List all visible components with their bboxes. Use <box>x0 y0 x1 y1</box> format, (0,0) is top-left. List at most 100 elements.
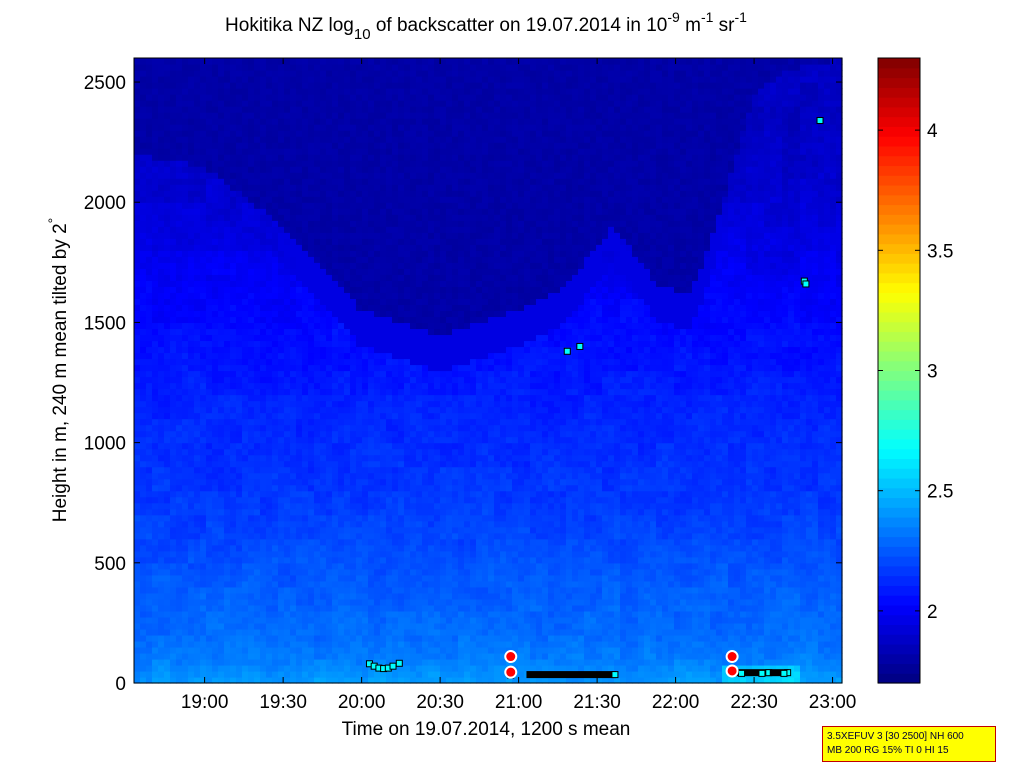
heatmap-cell <box>140 292 147 299</box>
heatmap-cell <box>146 490 153 498</box>
heatmap-cell <box>230 622 237 630</box>
heatmap-cell <box>338 292 345 299</box>
heatmap-cell <box>140 550 147 558</box>
heatmap-cell <box>260 388 267 396</box>
heatmap-cell <box>290 250 297 257</box>
heatmap-cell <box>248 280 255 287</box>
heatmap-cell <box>362 226 369 233</box>
heatmap-cell <box>296 202 303 209</box>
heatmap-cell <box>416 76 423 83</box>
heatmap-cell <box>254 292 261 299</box>
heatmap-cell <box>374 622 381 630</box>
heatmap-cell <box>320 430 327 438</box>
heatmap-cell <box>326 436 333 444</box>
heatmap-cell <box>368 340 375 348</box>
heatmap-cell <box>314 508 321 516</box>
heatmap-cell <box>332 580 339 588</box>
heatmap-cell <box>146 322 153 330</box>
heatmap-cell <box>194 232 201 239</box>
heatmap-cell <box>272 520 279 528</box>
heatmap-cell <box>164 406 171 414</box>
heatmap-cell <box>356 472 363 480</box>
heatmap-cell <box>416 250 423 257</box>
heatmap-cell <box>170 112 177 119</box>
heatmap-cell <box>236 646 243 654</box>
heatmap-cell <box>380 568 387 576</box>
heatmap-cell <box>308 208 315 215</box>
heatmap-cell <box>260 514 267 522</box>
heatmap-cell <box>164 166 171 173</box>
heatmap-cell <box>194 214 201 221</box>
heatmap-cell <box>224 676 231 684</box>
heatmap-cell <box>164 586 171 594</box>
heatmap-cell <box>176 172 183 179</box>
heatmap-cell <box>230 598 237 606</box>
heatmap-cell <box>320 640 327 648</box>
heatmap-cell <box>194 70 201 77</box>
heatmap-cell <box>266 406 273 414</box>
heatmap-cell <box>164 352 171 360</box>
heatmap-cell <box>230 616 237 624</box>
heatmap-cell <box>320 202 327 209</box>
heatmap-cell <box>164 670 171 678</box>
heatmap-cell <box>134 634 141 642</box>
heatmap-cell <box>170 472 177 480</box>
heatmap-cell <box>206 598 213 606</box>
heatmap-cell <box>356 508 363 516</box>
heatmap-cell <box>242 94 249 101</box>
heatmap-cell <box>158 376 165 384</box>
heatmap-cell <box>254 64 261 71</box>
heatmap-cell <box>242 508 249 516</box>
heatmap-cell <box>176 622 183 630</box>
heatmap-cell <box>302 502 309 510</box>
heatmap-cell <box>296 190 303 197</box>
heatmap-cell <box>224 370 231 378</box>
heatmap-cell <box>332 304 339 311</box>
heatmap-cell <box>350 592 357 600</box>
heatmap-cell <box>380 112 387 119</box>
heatmap-cell <box>326 70 333 77</box>
heatmap-cell <box>254 604 261 612</box>
heatmap-cell <box>134 352 141 360</box>
heatmap-cell <box>398 562 405 570</box>
heatmap-cell <box>320 388 327 396</box>
heatmap-cell <box>200 112 207 119</box>
heatmap-cell <box>398 112 405 119</box>
heatmap-cell <box>410 292 417 299</box>
heatmap-cell <box>254 496 261 504</box>
heatmap-cell <box>416 394 423 402</box>
heatmap-cell <box>206 190 213 197</box>
heatmap-cell <box>236 190 243 197</box>
heatmap-cell <box>248 58 255 65</box>
heatmap-cell <box>320 94 327 101</box>
heatmap-cell <box>308 160 315 167</box>
heatmap-cell <box>386 130 393 137</box>
heatmap-cell <box>278 460 285 468</box>
heatmap-cell <box>398 286 405 293</box>
heatmap-cell <box>212 520 219 528</box>
heatmap-cell <box>254 628 261 636</box>
heatmap-cell <box>164 322 171 330</box>
heatmap-cell <box>344 556 351 564</box>
heatmap-cell <box>152 196 159 203</box>
heatmap-cell <box>224 598 231 606</box>
heatmap-cell <box>164 328 171 336</box>
heatmap-cell <box>308 454 315 462</box>
heatmap-cell <box>164 274 171 281</box>
heatmap-cell <box>398 634 405 642</box>
heatmap-cell <box>278 622 285 630</box>
heatmap-cell <box>320 226 327 233</box>
heatmap-cell <box>254 622 261 630</box>
heatmap-cell <box>278 58 285 65</box>
heatmap-cell <box>356 550 363 558</box>
heatmap-cell <box>212 64 219 71</box>
heatmap-cell <box>386 124 393 131</box>
heatmap-cell <box>152 382 159 390</box>
heatmap-cell <box>380 394 387 402</box>
heatmap-cell <box>416 646 423 654</box>
heatmap-cell <box>278 202 285 209</box>
heatmap-cell <box>140 82 147 89</box>
heatmap-cell <box>356 658 363 666</box>
heatmap-cell <box>260 100 267 107</box>
heatmap-cell <box>320 418 327 426</box>
